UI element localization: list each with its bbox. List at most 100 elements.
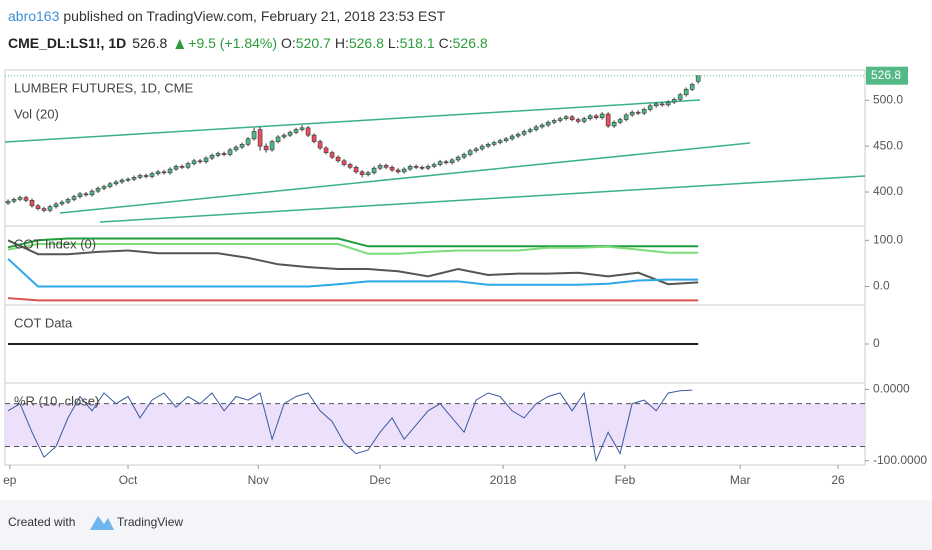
brand[interactable]: TradingView [117,515,183,529]
candle-body [419,166,425,169]
candle-body [107,183,113,187]
trend-line [99,175,866,223]
h-label: H: [335,35,349,51]
series-line [7,237,699,249]
candle-body [347,164,353,168]
candle-body [227,149,233,155]
candle-body [497,140,503,143]
candle-body [575,119,581,122]
candle-body [389,166,395,171]
y-tick-label: 0 [873,336,880,350]
candle-body [269,141,275,151]
candle-body [563,116,569,119]
candle-body [539,124,545,128]
candle-body [287,132,293,136]
series-line [7,239,699,286]
candle-body [455,156,461,161]
y-tick-label: 100.0 [873,232,903,246]
trend-line [59,142,751,214]
panel-subtitle: Vol (20) [14,106,59,121]
candle-body [59,201,65,205]
candle-body [317,141,323,149]
candle-body [473,148,479,152]
candle-body [599,113,605,119]
up-arrow [175,39,185,49]
candle-body [281,134,287,138]
candle-body [515,133,521,137]
candle-body [263,145,269,151]
plot-frame [4,69,866,466]
candle-body [593,115,599,119]
candle-body [23,197,29,201]
l-label: L: [388,35,400,51]
candle-body [677,94,683,100]
candle-body [101,186,107,189]
candle-body [161,171,167,174]
candle-body [65,199,71,203]
candle-body [149,173,155,177]
last-price-tag [866,66,908,85]
candle-body [425,166,431,169]
x-tick-label: Dec [369,473,390,487]
candle-body [41,208,47,211]
candle-body [635,111,641,114]
candle-body [569,116,575,120]
candle-body [233,146,239,151]
candle-body [77,193,83,197]
candle-body [431,164,437,167]
candle-body [629,111,635,116]
candle-body [179,166,185,168]
candle-body [461,154,467,158]
candle-body [581,118,587,122]
logo[interactable] [90,516,114,530]
candle-body [191,160,197,164]
candle-body [641,109,647,114]
candle-body [365,172,371,175]
candle-body [215,153,221,156]
series-line [7,389,693,463]
publish-line: abro163 published on TradingView.com, Feb… [8,8,446,24]
candle-body [521,131,527,135]
symbol-line: CME_DL:LS1!, 1D 526.8 [8,35,167,51]
candle-body [299,127,305,130]
author[interactable]: abro163 [8,8,60,24]
candle-body [143,175,149,177]
candle-body [5,200,11,204]
candle-body [203,157,209,163]
candle-body [557,118,563,121]
candle-body [119,179,125,183]
created-with: Created with [8,515,75,529]
x-tick-label: Mar [730,473,751,487]
x-tick-label: 26 [831,473,845,487]
candle-body [29,200,35,207]
candle-body [359,171,365,175]
candle-body [35,205,41,209]
candle-body [491,142,497,145]
published: published on TradingView.com, February 2… [63,8,445,24]
candle-body [323,147,329,153]
candle-body [509,135,515,140]
candle-body [395,169,401,173]
candle-body [503,138,509,141]
y-tick-label: 500.0 [873,92,903,106]
x-tick-label: ep [3,473,17,487]
candle-body [167,168,173,174]
candle-body [623,114,629,120]
l-value: 518.1 [400,35,435,51]
candle-body [659,103,665,106]
symbol: CME_DL:LS1!, 1D [8,35,126,51]
candle-body [17,197,23,200]
candle-body [617,119,623,123]
c-value: 526.8 [453,35,488,51]
candle-body [209,155,215,159]
candle-body [47,206,53,211]
candle-body [293,129,299,133]
candle-body [533,126,539,130]
candle-body [545,122,551,126]
x-tick-label: Feb [615,473,636,487]
candle-body [467,150,473,155]
candle-body [353,166,359,173]
c-label: C: [439,35,453,51]
footer-bg [0,500,932,550]
